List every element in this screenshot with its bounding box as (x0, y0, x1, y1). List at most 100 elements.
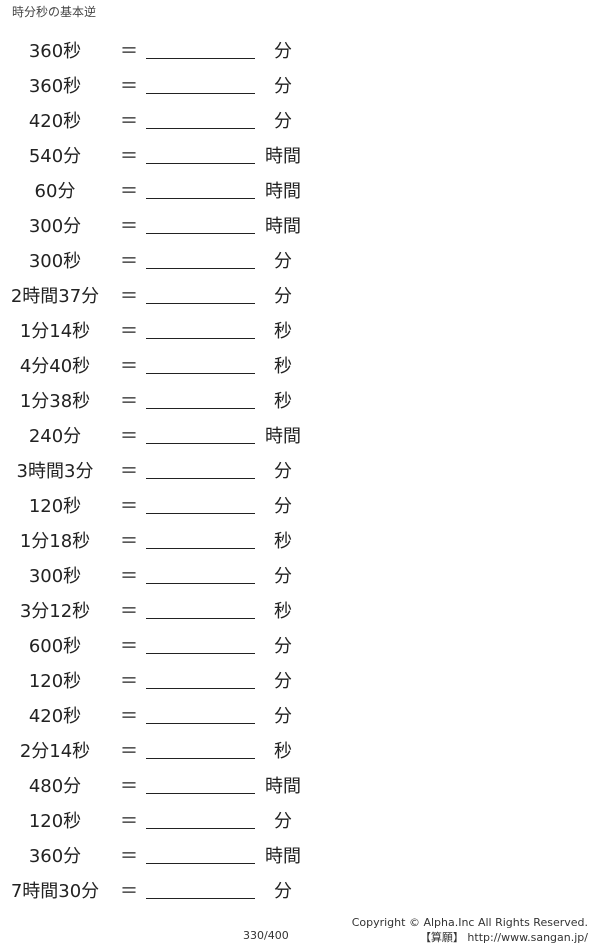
answer-blank[interactable] (146, 116, 255, 129)
equals-sign: ＝ (120, 251, 138, 272)
equals-sign: ＝ (120, 566, 138, 587)
answer-blank[interactable] (146, 816, 255, 829)
answer-unit: 秒 (274, 356, 292, 377)
question: 420秒 (28, 111, 82, 132)
answer-blank[interactable] (146, 676, 255, 689)
equals-sign: ＝ (120, 111, 138, 132)
answer-blank[interactable] (146, 571, 255, 584)
equals-sign: ＝ (120, 496, 138, 517)
answer-blank[interactable] (146, 256, 255, 269)
problem-row: 600秒 ＝ 分 (0, 635, 340, 670)
answer-blank[interactable] (146, 361, 255, 374)
equals-sign: ＝ (120, 356, 138, 377)
answer-unit: 秒 (274, 321, 292, 342)
equals-sign: ＝ (120, 216, 138, 237)
question: 120秒 (28, 671, 82, 692)
answer-unit: 秒 (274, 741, 292, 762)
problem-row: 3分12秒 ＝ 秒 (0, 600, 340, 635)
question: 240分 (28, 426, 82, 447)
problem-row: 1分38秒 ＝ 秒 (0, 390, 340, 425)
answer-unit: 分 (274, 671, 292, 692)
answer-blank[interactable] (146, 781, 255, 794)
answer-blank[interactable] (146, 291, 255, 304)
equals-sign: ＝ (120, 706, 138, 727)
answer-unit: 秒 (274, 391, 292, 412)
answer-unit: 時間 (265, 181, 301, 202)
equals-sign: ＝ (120, 531, 138, 552)
equals-sign: ＝ (120, 846, 138, 867)
answer-blank[interactable] (146, 466, 255, 479)
question: 120秒 (28, 496, 82, 517)
question: 1分18秒 (19, 531, 91, 552)
equals-sign: ＝ (120, 811, 138, 832)
problem-row: 4分40秒 ＝ 秒 (0, 355, 340, 390)
answer-unit: 分 (274, 461, 292, 482)
answer-unit: 分 (274, 496, 292, 517)
question: 3分12秒 (19, 601, 91, 622)
problem-row: 300分 ＝ 時間 (0, 215, 340, 250)
answer-blank[interactable] (146, 641, 255, 654)
worksheet-title: 時分秒の基本逆 (12, 5, 97, 19)
answer-blank[interactable] (146, 431, 255, 444)
answer-blank[interactable] (146, 326, 255, 339)
equals-sign: ＝ (120, 601, 138, 622)
answer-unit: 分 (274, 881, 292, 902)
answer-blank[interactable] (146, 46, 255, 59)
page-number: 330/400 (243, 929, 289, 942)
question: 420秒 (28, 706, 82, 727)
problem-row: 360秒 ＝ 分 (0, 40, 340, 75)
equals-sign: ＝ (120, 636, 138, 657)
answer-unit: 時間 (265, 216, 301, 237)
problem-row: 480分 ＝ 時間 (0, 775, 340, 810)
answer-blank[interactable] (146, 851, 255, 864)
question: 300分 (28, 216, 82, 237)
question: 7時間30分 (10, 881, 100, 902)
problem-row: 360秒 ＝ 分 (0, 75, 340, 110)
problem-row: 540分 ＝ 時間 (0, 145, 340, 180)
question: 480分 (28, 776, 82, 797)
problem-row: 60分 ＝ 時間 (0, 180, 340, 215)
answer-blank[interactable] (146, 396, 255, 409)
equals-sign: ＝ (120, 321, 138, 342)
question: 60分 (34, 181, 76, 202)
equals-sign: ＝ (120, 41, 138, 62)
problem-row: 2時間37分 ＝ 分 (0, 285, 340, 320)
answer-unit: 秒 (274, 531, 292, 552)
problem-row: 420秒 ＝ 分 (0, 705, 340, 740)
problem-row: 1分18秒 ＝ 秒 (0, 530, 340, 565)
answer-unit: 時間 (265, 776, 301, 797)
answer-unit: 分 (274, 111, 292, 132)
answer-unit: 分 (274, 41, 292, 62)
answer-blank[interactable] (146, 886, 255, 899)
problem-row: 300秒 ＝ 分 (0, 565, 340, 600)
answer-unit: 分 (274, 811, 292, 832)
answer-blank[interactable] (146, 606, 255, 619)
question: 600秒 (28, 636, 82, 657)
answer-blank[interactable] (146, 501, 255, 514)
question: 2分14秒 (19, 741, 91, 762)
equals-sign: ＝ (120, 881, 138, 902)
problem-row: 3時間3分 ＝ 分 (0, 460, 340, 495)
question: 2時間37分 (10, 286, 100, 307)
problem-row: 2分14秒 ＝ 秒 (0, 740, 340, 775)
footer-copyright: Copyright © Alpha.Inc All Rights Reserve… (352, 915, 588, 945)
answer-unit: 分 (274, 286, 292, 307)
answer-blank[interactable] (146, 81, 255, 94)
question: 540分 (28, 146, 82, 167)
answer-blank[interactable] (146, 536, 255, 549)
answer-blank[interactable] (146, 711, 255, 724)
answer-unit: 秒 (274, 601, 292, 622)
equals-sign: ＝ (120, 146, 138, 167)
answer-blank[interactable] (146, 186, 255, 199)
equals-sign: ＝ (120, 671, 138, 692)
answer-blank[interactable] (146, 746, 255, 759)
answer-unit: 分 (274, 566, 292, 587)
equals-sign: ＝ (120, 286, 138, 307)
question: 1分38秒 (19, 391, 91, 412)
problem-row: 7時間30分 ＝ 分 (0, 880, 340, 915)
equals-sign: ＝ (120, 391, 138, 412)
answer-blank[interactable] (146, 221, 255, 234)
answer-blank[interactable] (146, 151, 255, 164)
copyright-text: Copyright © Alpha.Inc All Rights Reserve… (351, 916, 588, 929)
equals-sign: ＝ (120, 426, 138, 447)
